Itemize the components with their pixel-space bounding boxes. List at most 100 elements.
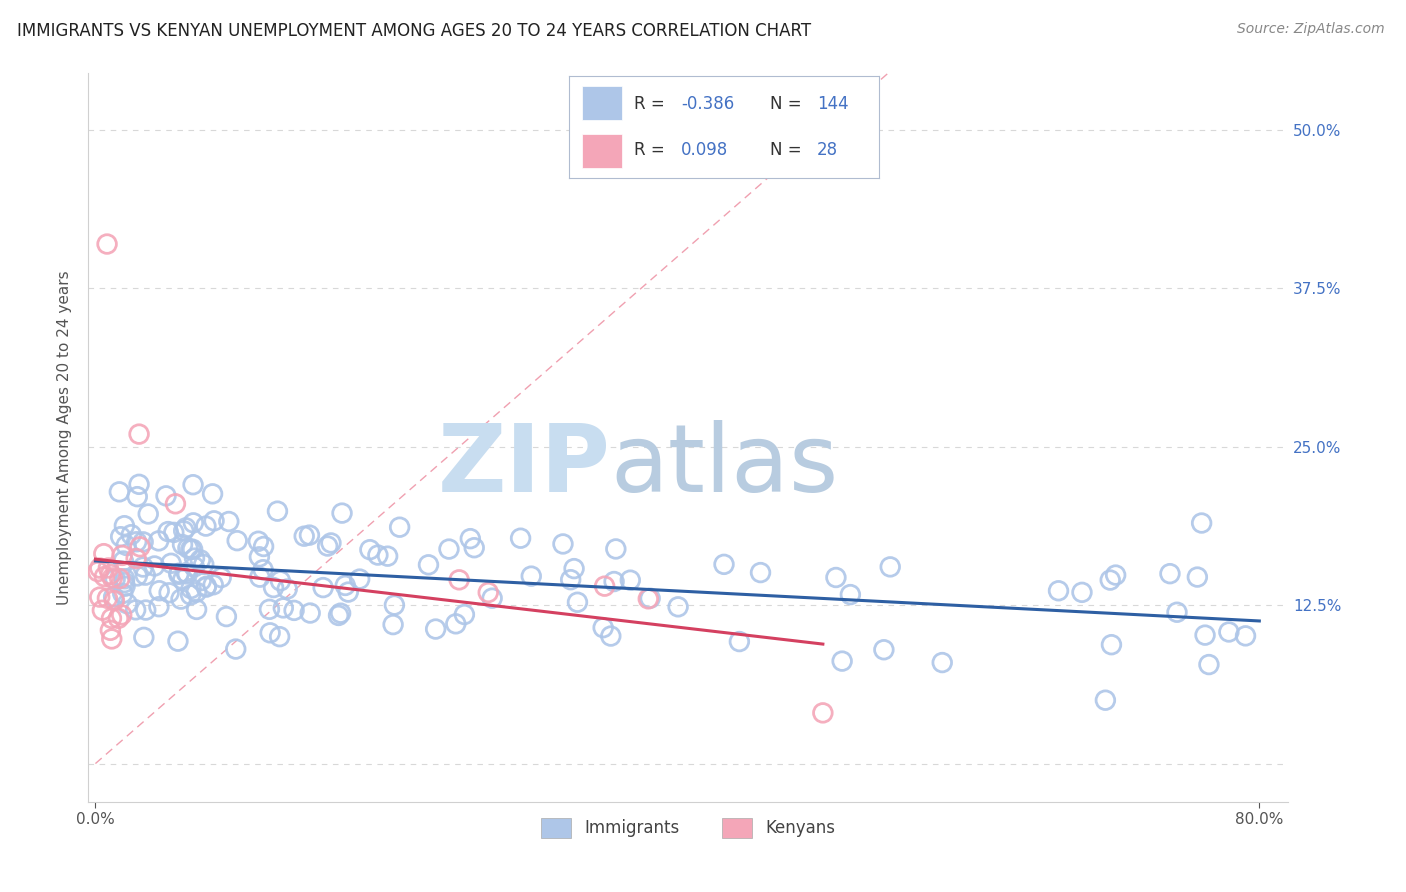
Point [125, 534, 148, 549]
Point [167, 566, 190, 581]
Point [931, 656, 953, 670]
Point [117, 597, 139, 611]
Point [249, 570, 271, 584]
Text: 144: 144 [817, 95, 848, 112]
Point [183, 516, 205, 530]
Point [134, 568, 156, 582]
Point [1071, 585, 1094, 599]
Point [190, 553, 212, 567]
Point [1198, 657, 1220, 672]
Point [879, 560, 901, 574]
Point [186, 585, 208, 599]
Point [283, 603, 305, 617]
Point [193, 558, 215, 572]
Point [269, 574, 291, 588]
Point [269, 630, 291, 644]
Text: atlas: atlas [610, 420, 838, 512]
Point [749, 566, 772, 580]
Point [91, 603, 114, 617]
Point [87, 565, 110, 579]
Point [453, 607, 475, 622]
Point [728, 634, 751, 648]
Point [98, 624, 121, 638]
Point [873, 642, 896, 657]
Point [157, 586, 180, 600]
Point [148, 533, 170, 548]
Point [276, 582, 298, 596]
Text: N =: N = [770, 141, 807, 159]
Point [619, 573, 641, 587]
Point [337, 585, 360, 599]
Point [176, 566, 198, 581]
Point [463, 541, 485, 555]
Point [136, 507, 159, 521]
Text: ZIP: ZIP [437, 420, 610, 512]
Point [160, 556, 183, 570]
Point [181, 542, 204, 557]
Point [100, 567, 122, 582]
Point [1101, 638, 1123, 652]
Point [103, 593, 125, 607]
Point [108, 572, 131, 586]
Point [172, 573, 194, 587]
Point [377, 549, 399, 564]
Point [183, 559, 205, 574]
Point [104, 572, 127, 586]
Point [209, 570, 232, 584]
Point [599, 629, 621, 643]
Point [271, 601, 294, 615]
Point [111, 607, 134, 622]
Point [215, 609, 238, 624]
Point [252, 540, 274, 554]
Point [1099, 573, 1122, 587]
Point [163, 525, 186, 540]
Point [170, 592, 193, 607]
Text: N =: N = [770, 95, 807, 112]
Point [174, 566, 197, 580]
Point [713, 558, 735, 572]
Point [319, 536, 342, 550]
Point [1194, 628, 1216, 642]
Point [839, 588, 862, 602]
Point [165, 497, 187, 511]
Point [124, 603, 146, 617]
Point [384, 598, 406, 612]
Point [567, 595, 589, 609]
Point [201, 487, 224, 501]
Point [183, 551, 205, 566]
Point [125, 551, 148, 566]
Point [247, 534, 270, 549]
Point [259, 625, 281, 640]
Point [100, 632, 122, 646]
Point [666, 599, 689, 614]
Point [128, 427, 150, 442]
Point [1104, 568, 1126, 582]
Point [115, 538, 138, 552]
Point [382, 617, 405, 632]
Point [194, 519, 217, 533]
Point [218, 515, 240, 529]
Point [299, 606, 322, 620]
Point [444, 616, 467, 631]
Point [263, 581, 285, 595]
Point [173, 524, 195, 538]
Point [111, 586, 134, 600]
Point [180, 582, 202, 596]
Y-axis label: Unemployment Among Ages 20 to 24 years: Unemployment Among Ages 20 to 24 years [58, 270, 72, 605]
Point [312, 581, 335, 595]
Point [551, 537, 574, 551]
Point [831, 654, 853, 668]
Point [1191, 516, 1213, 530]
Point [509, 531, 531, 545]
Point [1166, 605, 1188, 619]
Point [112, 518, 135, 533]
Point [418, 558, 440, 572]
Point [114, 572, 136, 586]
Point [605, 541, 627, 556]
Point [132, 631, 155, 645]
Point [111, 549, 134, 563]
Point [155, 489, 177, 503]
Point [132, 534, 155, 549]
Point [637, 591, 659, 606]
Point [101, 571, 124, 585]
